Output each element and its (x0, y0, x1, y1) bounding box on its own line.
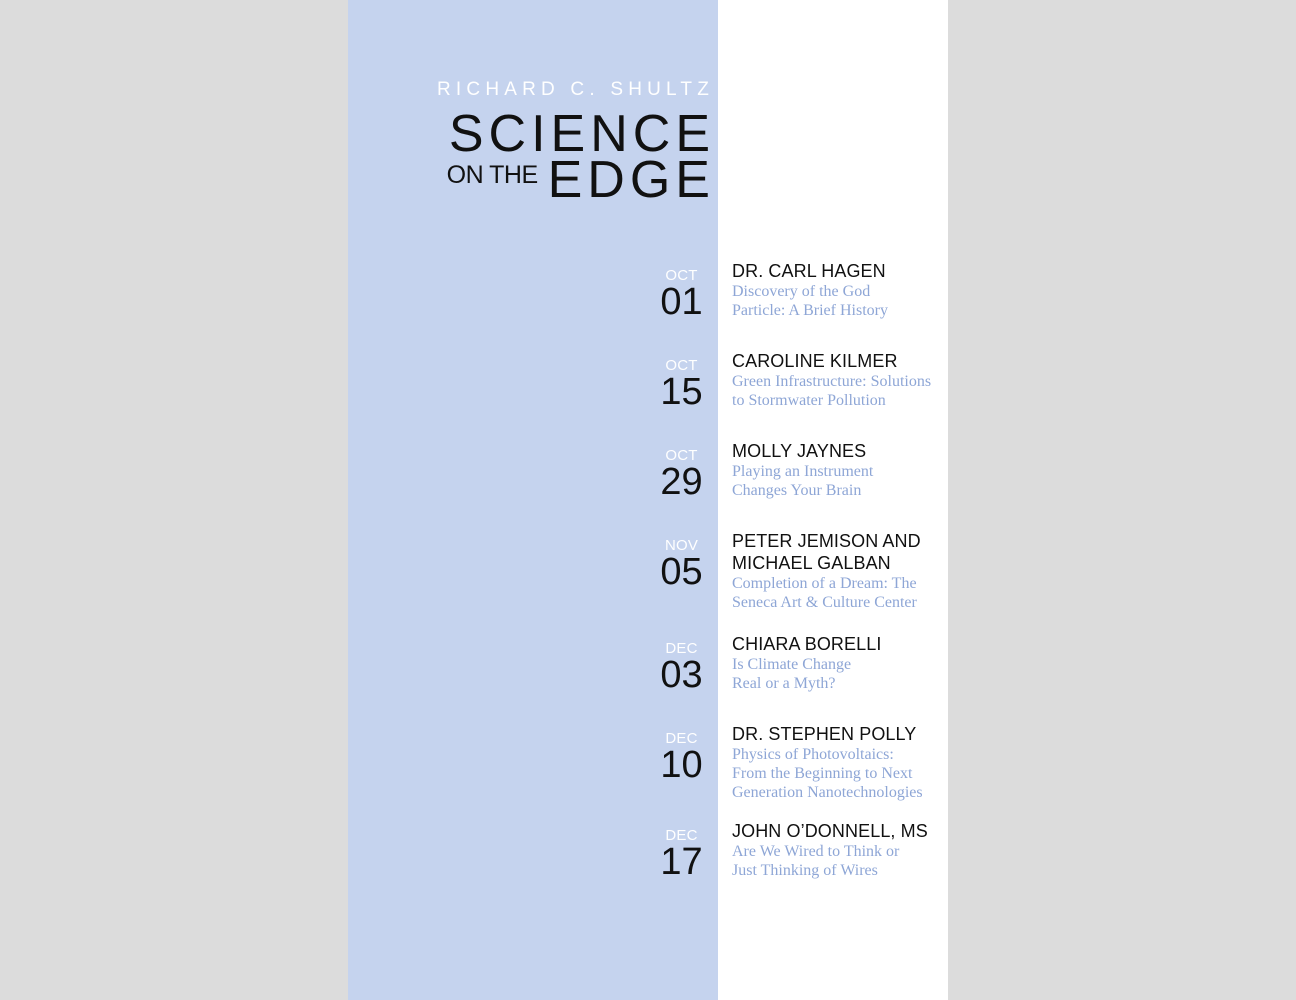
author-name: RICHARD C. SHULTZ (437, 79, 714, 100)
event-talk-title: Physics of Photovoltaics: From the Begin… (732, 746, 923, 801)
series-title-on-the: ON THE (446, 161, 539, 189)
event-details: CAROLINE KILMER Green Infrastructure: So… (732, 350, 937, 410)
event-month: OCT (665, 357, 698, 374)
event-month: DEC (665, 730, 698, 747)
event-month: DEC (665, 640, 698, 657)
event-speaker: JOHN O’DONNELL, MS (732, 821, 928, 841)
event-date: DEC 10 (648, 730, 715, 786)
event-details: JOHN O’DONNELL, MS Are We Wired to Think… (732, 820, 937, 880)
event-date: OCT 29 (648, 447, 715, 503)
event-day: 01 (660, 281, 703, 323)
event-talk-title: Playing an Instrument Changes Your Brain (732, 463, 874, 499)
event-details: DR. CARL HAGEN Discovery of the God Part… (732, 260, 937, 320)
event-month: OCT (665, 267, 698, 284)
event-date: NOV 05 (648, 537, 715, 593)
event-date: DEC 17 (648, 827, 715, 883)
event-speaker: CHIARA BORELLI (732, 634, 882, 654)
event-month: NOV (664, 537, 699, 554)
event-speaker: CAROLINE KILMER (732, 351, 898, 371)
event-speaker: MOLLY JAYNES (732, 441, 867, 461)
poster: RICHARD C. SHULTZ SCIENCE ON THE EDGE OCT… (348, 0, 948, 1000)
event-speaker: DR. CARL HAGEN (732, 261, 886, 281)
event-details: PETER JEMISON AND MICHAEL GALBAN Complet… (732, 530, 937, 612)
event-month: DEC (665, 827, 698, 844)
series-title-line2: ON THE EDGE (447, 152, 710, 208)
event-date: DEC 03 (648, 640, 715, 696)
event-date: OCT 01 (648, 267, 715, 323)
event-talk-title: Completion of a Dream: The Seneca Art & … (732, 575, 917, 611)
event-day: 10 (660, 744, 703, 786)
event-talk-title: Discovery of the God Particle: A Brief H… (732, 283, 888, 319)
event-details: CHIARA BORELLI Is Climate Change Real or… (732, 633, 937, 693)
event-day: 15 (660, 371, 703, 413)
event-day: 03 (660, 654, 703, 696)
blue-side-panel (348, 0, 718, 1000)
event-speaker: PETER JEMISON AND MICHAEL GALBAN (732, 531, 921, 573)
event-talk-title: Is Climate Change Real or a Myth? (732, 656, 852, 692)
event-day: 29 (660, 461, 703, 503)
event-talk-title: Green Infrastructure: Solutions to Storm… (732, 373, 932, 409)
event-details: DR. STEPHEN POLLY Physics of Photovoltai… (732, 723, 937, 802)
event-day: 05 (660, 551, 703, 593)
series-title-edge: EDGE (547, 151, 715, 209)
event-details: MOLLY JAYNES Playing an Instrument Chang… (732, 440, 937, 500)
event-speaker: DR. STEPHEN POLLY (732, 724, 917, 744)
event-day: 17 (660, 841, 703, 883)
masthead: RICHARD C. SHULTZ SCIENCE ON THE EDGE (310, 78, 710, 208)
event-date: OCT 15 (648, 357, 715, 413)
series-title-science: SCIENCE (448, 105, 715, 163)
event-month: OCT (665, 447, 698, 464)
event-talk-title: Are We Wired to Think or Just Thinking o… (732, 843, 900, 879)
